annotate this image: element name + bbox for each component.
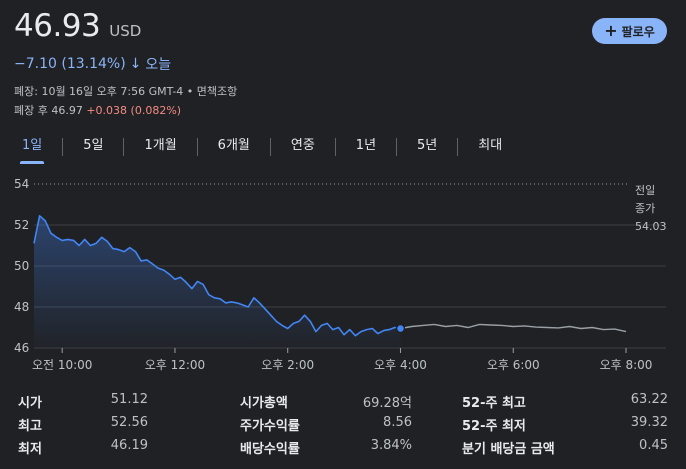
y-tick-label: 50: [14, 259, 29, 273]
tab-range-5[interactable]: 1년: [355, 138, 377, 153]
stat-value: 3.84%: [370, 438, 412, 453]
market-line: [33, 215, 401, 337]
tab-divider: [457, 138, 459, 156]
stat-item: 시가 51.12: [18, 392, 148, 411]
x-tick-label: 오후 6:00: [487, 358, 540, 372]
tab-range-6[interactable]: 5년: [417, 138, 438, 153]
stat-label: 52-주 최저: [462, 419, 526, 434]
stat-label: 주가수익률: [240, 419, 300, 434]
stat-item: 배당수익률 3.84%: [240, 438, 412, 457]
range-tabs: 1일 5일 1개월 6개월 연중 1년 5년 최대: [14, 136, 510, 164]
price-header: 46.93 USD: [14, 8, 141, 44]
y-tick-label: 52: [14, 218, 29, 232]
y-tick-label: 48: [14, 300, 29, 314]
tab-range-7[interactable]: 최대: [478, 138, 503, 153]
tab-range-2[interactable]: 1개월: [144, 138, 177, 153]
previous-close-label: 종가: [635, 202, 655, 215]
current-price: 46.93: [14, 8, 101, 44]
stat-label: 시가총액: [240, 396, 288, 411]
stat-value: 46.19: [110, 438, 148, 453]
after-hours-line: [400, 323, 627, 333]
market-close-point: [395, 323, 406, 334]
stat-label: 최저: [18, 442, 42, 457]
stat-value: 51.12: [110, 392, 148, 407]
arrow-down-icon: ↓: [129, 56, 142, 72]
follow-button[interactable]: + 팔로우: [592, 18, 667, 44]
change-period: 오늘: [145, 57, 172, 73]
stat-item: 최고 52.56: [18, 415, 148, 434]
stat-item: 52-주 최고 63.22: [462, 392, 668, 411]
stats-row: 최저 46.19 배당수익률 3.84% 분기 배당금 금액 0.45: [18, 436, 668, 459]
stat-item: 최저 46.19: [18, 438, 148, 457]
price-change: −7.10 (13.14%) ↓ 오늘: [14, 54, 171, 74]
x-tick-label: 오후 4:00: [374, 358, 427, 372]
x-tick-label: 오후 8:00: [600, 358, 653, 372]
stat-value: 63.22: [630, 392, 668, 407]
stats-table: 시가 51.12 시가총액 69.28억 52-주 최고 63.22 최고 52.56 주가수익…: [18, 390, 668, 459]
tab-divider: [123, 138, 125, 156]
follow-button-label: 팔로우: [621, 24, 655, 39]
stat-item: 주가수익률 8.56: [240, 415, 412, 434]
tab-range-1[interactable]: 5일: [83, 138, 104, 153]
close-info: 폐장: 10월 16일 오후 7:56 GMT-4 • 면책조항: [14, 85, 238, 98]
stat-label: 분기 배당금 금액: [462, 442, 555, 457]
plus-icon: +: [604, 21, 618, 40]
tab-divider: [269, 138, 271, 156]
change-value: −7.10 (13.14%): [14, 56, 126, 72]
stat-item: 분기 배당금 금액 0.45: [462, 438, 668, 457]
previous-close-value: 54.03: [635, 220, 667, 233]
stat-value: 52.56: [110, 415, 148, 430]
after-hours-info: 폐장 후 46.97 +0.038 (0.082%): [14, 102, 181, 118]
x-tick-label: 오후 12:00: [145, 358, 205, 372]
y-tick-label: 54: [14, 177, 29, 191]
tab-range-0[interactable]: 1일: [14, 136, 50, 164]
x-tick-label: 오후 2:00: [261, 358, 314, 372]
stat-item: 52-주 최저 39.32: [462, 415, 668, 434]
tab-divider: [62, 138, 64, 156]
currency-label: USD: [109, 22, 142, 40]
stat-label: 최고: [18, 419, 42, 434]
stats-row: 시가 51.12 시가총액 69.28억 52-주 최고 63.22: [18, 390, 668, 413]
tab-divider: [334, 138, 336, 156]
stat-value: 69.28억: [362, 396, 412, 411]
stat-value: 0.45: [639, 438, 668, 453]
tab-divider: [196, 138, 198, 156]
after-hours-price: 폐장 후 46.97: [14, 104, 83, 117]
x-tick-label: 오전 10:00: [32, 358, 92, 372]
stat-label: 시가: [18, 396, 42, 411]
tab-range-4[interactable]: 연중: [290, 138, 315, 153]
previous-close-label: 전일: [635, 183, 655, 197]
stat-value: 39.32: [630, 415, 668, 430]
after-hours-change: +0.038 (0.082%): [86, 104, 182, 117]
stat-label: 52-주 최고: [462, 396, 526, 411]
tab-range-3[interactable]: 6개월: [217, 138, 250, 153]
stat-item: 시가총액 69.28억: [240, 392, 412, 411]
stats-row: 최고 52.56 주가수익률 8.56 52-주 최저 39.32: [18, 413, 668, 436]
stat-label: 배당수익률: [240, 442, 300, 457]
stat-value: 8.56: [383, 415, 412, 430]
market-area: [34, 215, 401, 348]
tab-divider: [396, 138, 398, 156]
y-tick-label: 46: [14, 341, 29, 355]
